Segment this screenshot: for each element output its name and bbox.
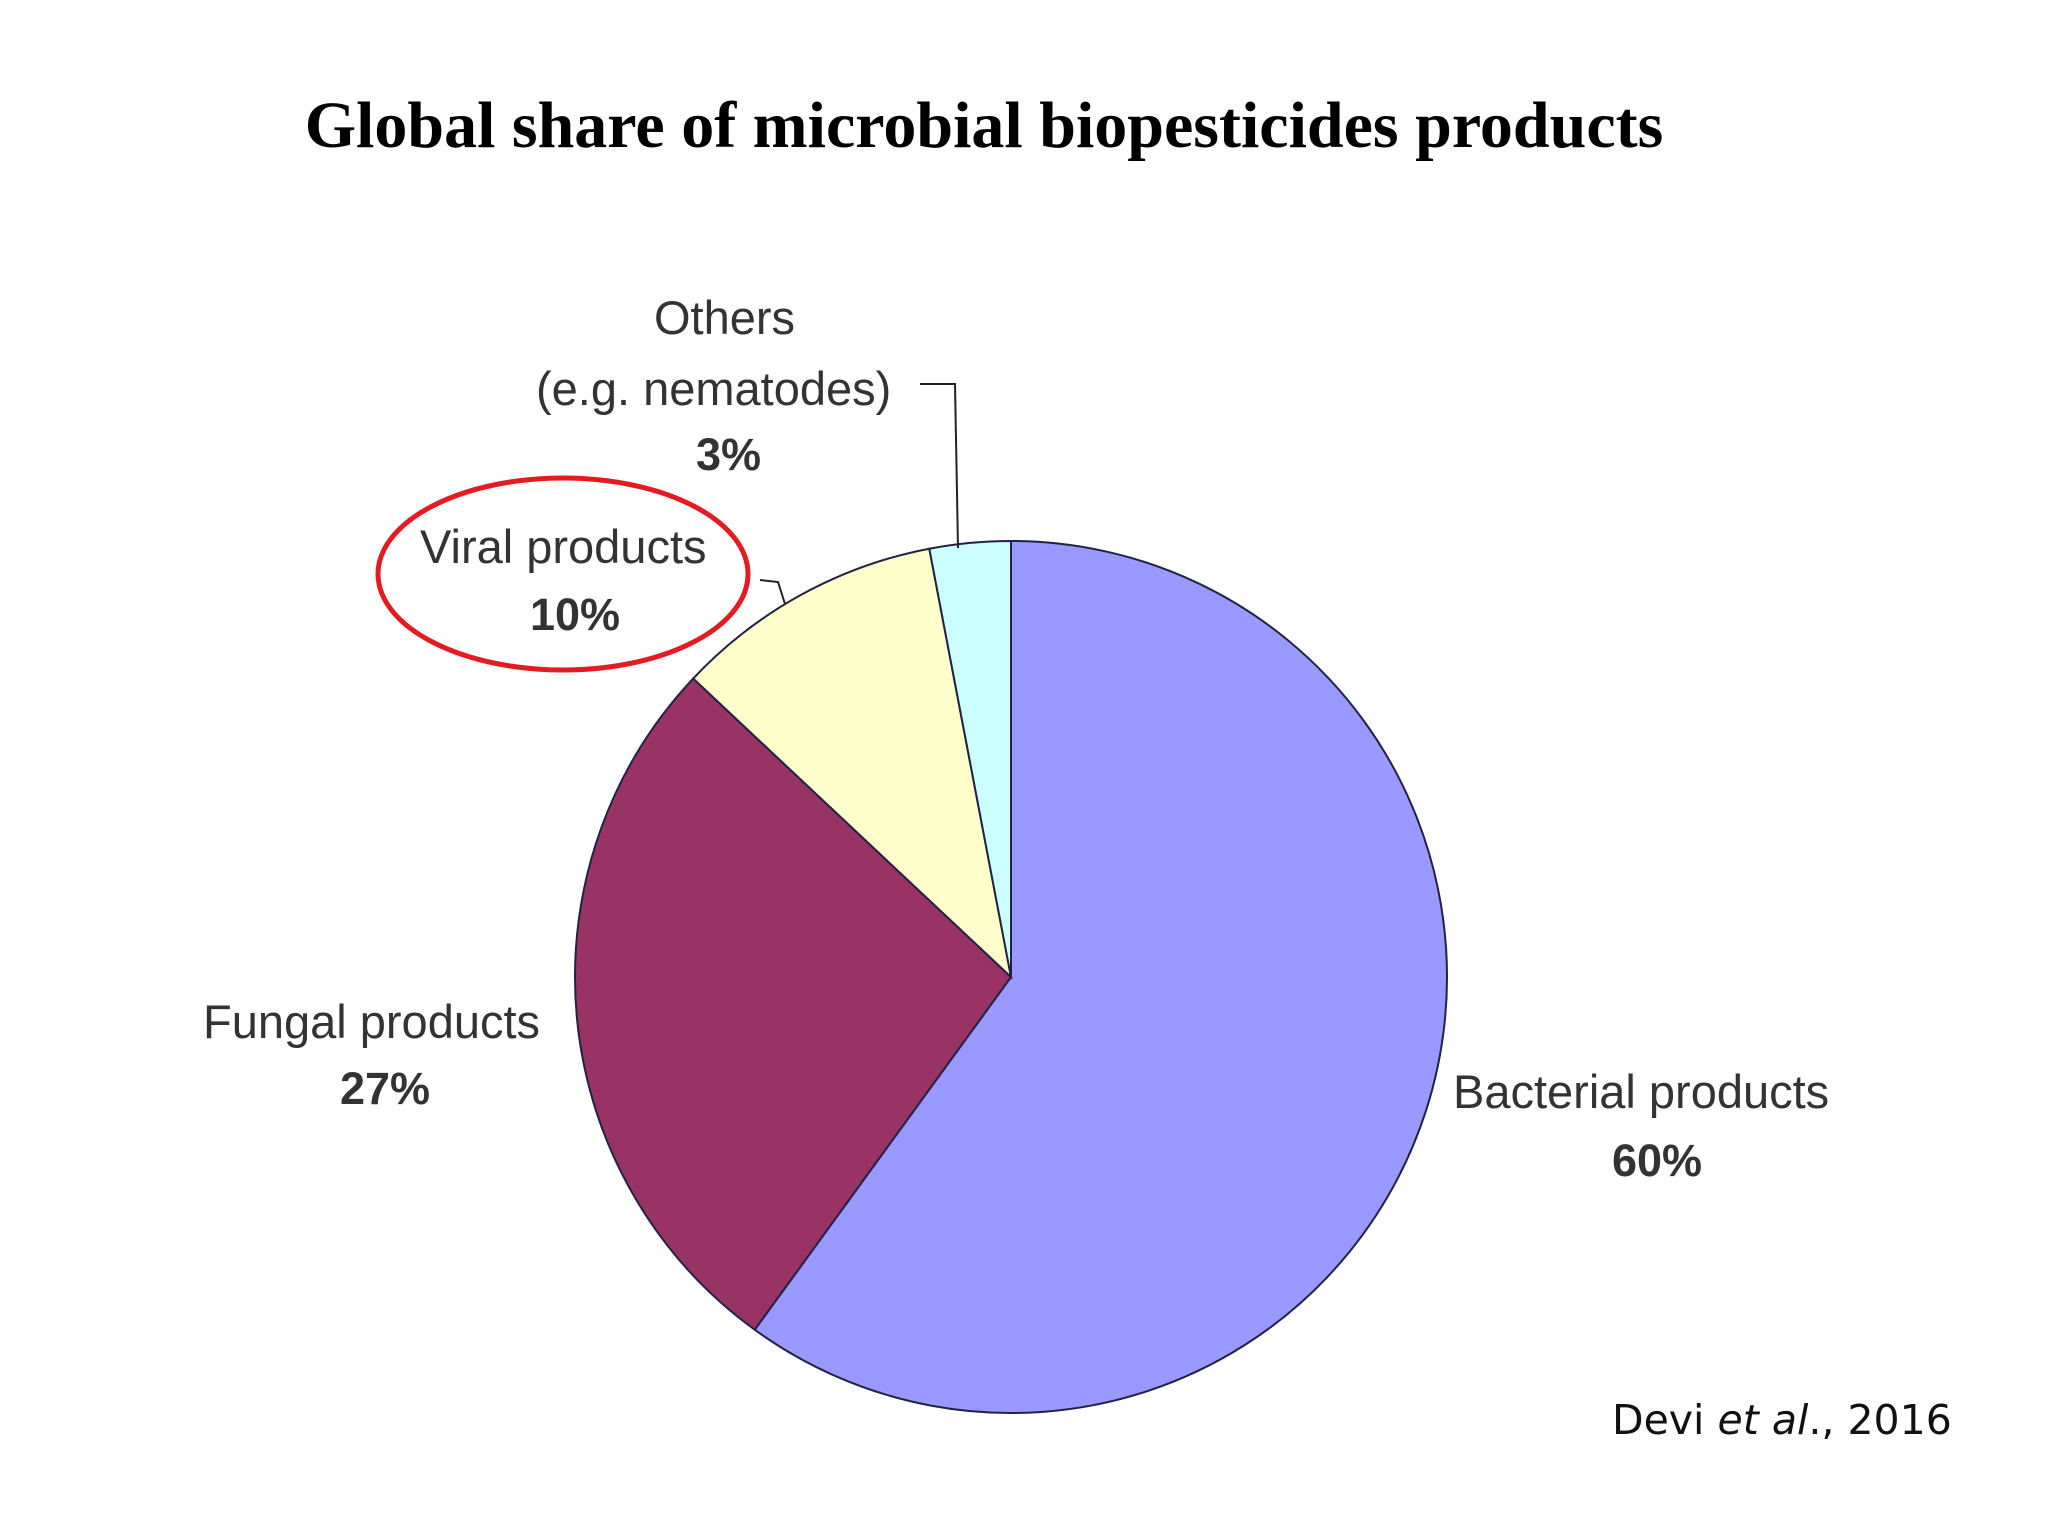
slice-value-fungal: 27% xyxy=(340,1063,430,1114)
slice-label-bacterial: Bacterial products xyxy=(1453,1065,1829,1118)
pie-slices xyxy=(574,539,1448,1414)
slice-value-others: 3% xyxy=(696,429,761,480)
slice-label-viral: Viral products xyxy=(420,520,707,573)
leader-line-others xyxy=(920,383,959,549)
pie-slice-fungal xyxy=(574,677,1013,1332)
slice-label-others: Others xyxy=(654,291,795,344)
pie-slice-others xyxy=(928,539,1012,978)
citation-etal: et al xyxy=(1717,1396,1809,1444)
citation-author: Devi xyxy=(1612,1396,1718,1444)
pie-slice-bacterial xyxy=(753,539,1448,1414)
leader-line-viral xyxy=(759,579,786,605)
leader-lines xyxy=(759,383,959,605)
chart-title: Global share of microbial biopesticides … xyxy=(304,89,1664,162)
slice-value-viral: 10% xyxy=(530,589,620,640)
highlight-ellipse xyxy=(375,475,751,673)
pie-slice-viral xyxy=(691,547,1013,980)
slice-value-bacterial: 60% xyxy=(1612,1135,1702,1186)
slice-label-others-example: (e.g. nematodes) xyxy=(536,362,891,415)
citation: Devi et al., 2016 xyxy=(1612,1396,1952,1444)
citation-year: ., 2016 xyxy=(1808,1396,1952,1444)
slice-label-fungal: Fungal products xyxy=(203,995,540,1048)
